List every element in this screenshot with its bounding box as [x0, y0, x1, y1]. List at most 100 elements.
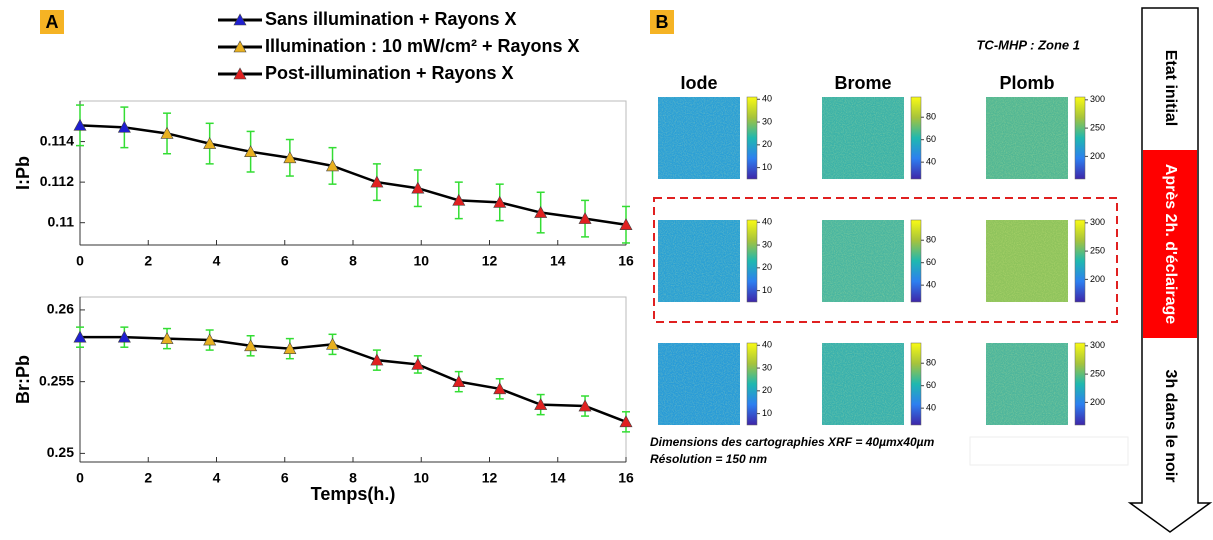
x-tick-label: 12 — [482, 470, 498, 486]
colorbar-tick-label: 20 — [762, 262, 772, 272]
y-axis-label: Br:Pb — [13, 355, 33, 404]
colorbar-tick-label: 10 — [762, 408, 772, 418]
column-title: Iode — [680, 73, 717, 93]
line — [79, 124, 125, 129]
colorbar — [1074, 342, 1086, 426]
marker — [326, 337, 340, 350]
zone-label: TC-MHP : Zone 1 — [976, 37, 1080, 52]
marker — [578, 399, 592, 412]
x-tick-label: 8 — [349, 470, 357, 486]
y-tick-label: 0.26 — [47, 301, 74, 317]
map-noise — [658, 97, 740, 179]
marker — [411, 181, 425, 194]
colorbar-tick-label: 10 — [762, 285, 772, 295]
marker — [578, 212, 592, 224]
colorbar-tick-label: 80 — [926, 112, 936, 122]
colorbar-tick-label: 30 — [762, 362, 772, 372]
legend-label: Post-illumination + Rayons X — [265, 63, 514, 83]
marker — [534, 205, 548, 218]
x-tick-label: 2 — [144, 470, 152, 486]
colorbar-tick-label: 80 — [926, 358, 936, 368]
colorbar-tick-label: 250 — [1090, 245, 1105, 255]
colorbar-tick-label: 300 — [1090, 340, 1105, 350]
marker — [493, 195, 507, 208]
marker — [452, 193, 466, 206]
colorbar-tick-label: 40 — [762, 217, 772, 227]
map-noise — [986, 220, 1068, 302]
marker — [370, 175, 384, 188]
colorbar — [1074, 96, 1086, 180]
colorbar-tick-label: 20 — [762, 139, 772, 149]
legend-marker — [233, 40, 247, 53]
colorbar-tick-label: 30 — [762, 239, 772, 249]
series-connector — [124, 126, 168, 135]
y-tick-label: 0.114 — [40, 132, 74, 148]
marker — [411, 357, 425, 370]
y-tick-label: 0.255 — [39, 372, 74, 388]
map-noise — [822, 343, 904, 425]
legend-marker — [233, 13, 247, 26]
colorbar-tick-label: 40 — [762, 340, 772, 350]
x-tick-label: 16 — [618, 253, 634, 269]
marker — [283, 151, 297, 164]
x-tick-label: 14 — [550, 253, 566, 269]
colorbar — [746, 342, 758, 426]
colorbar — [746, 96, 758, 180]
marker — [203, 136, 217, 149]
legend-label: Sans illumination + Rayons X — [265, 9, 517, 29]
map-noise — [822, 97, 904, 179]
colorbar-tick-label: 300 — [1090, 94, 1105, 104]
x-tick-label: 0 — [76, 253, 84, 269]
plot-frame — [79, 296, 627, 463]
x-tick-label: 10 — [413, 253, 429, 269]
colorbar-tick-label: 300 — [1090, 217, 1105, 227]
x-tick-label: 2 — [144, 253, 152, 269]
marker — [117, 330, 131, 343]
colorbar — [910, 96, 922, 180]
panel-label: A — [46, 12, 59, 32]
colorbar-tick-label: 30 — [762, 116, 772, 126]
marker — [160, 331, 174, 344]
column-title: Plomb — [999, 73, 1054, 93]
colorbar-tick-label: 60 — [926, 380, 936, 390]
x-tick-label: 16 — [618, 470, 634, 486]
x-tick-label: 0 — [76, 470, 84, 486]
marker — [283, 342, 297, 354]
column-title: Brome — [834, 73, 891, 93]
marker — [326, 159, 340, 172]
colorbar-tick-label: 20 — [762, 385, 772, 395]
map-noise — [986, 97, 1068, 179]
series-connector — [124, 335, 168, 340]
colorbar-tick-label: 40 — [926, 280, 936, 290]
map-noise — [986, 343, 1068, 425]
legend-label: Illumination : 10 mW/cm² + Rayons X — [265, 36, 580, 56]
y-tick-label: 0.112 — [40, 173, 74, 189]
legend-marker — [233, 67, 247, 80]
empty-box — [969, 436, 1129, 466]
colorbar — [910, 342, 922, 426]
x-tick-label: 10 — [413, 470, 429, 486]
x-axis-label: Temps(h.) — [311, 484, 396, 504]
stage-label: Etat initial — [1162, 50, 1179, 126]
caption: Dimensions des cartographies XRF = 40µmx… — [650, 435, 935, 449]
marker — [619, 415, 633, 428]
colorbar-tick-label: 60 — [926, 134, 936, 144]
y-tick-label: 0.11 — [48, 213, 75, 229]
marker — [534, 397, 548, 410]
map-noise — [822, 220, 904, 302]
colorbar-tick-label: 200 — [1090, 274, 1105, 284]
colorbar-tick-label: 10 — [762, 162, 772, 172]
marker — [619, 218, 633, 231]
x-tick-label: 14 — [550, 470, 566, 486]
marker — [160, 126, 174, 139]
y-axis-label: I:Pb — [13, 156, 33, 190]
colorbar — [746, 219, 758, 303]
caption: Résolution = 150 nm — [650, 452, 767, 466]
marker — [203, 333, 217, 346]
x-tick-label: 8 — [349, 253, 357, 269]
colorbar-tick-label: 60 — [926, 257, 936, 267]
x-tick-label: 6 — [281, 470, 289, 486]
colorbar-tick-label: 200 — [1090, 151, 1105, 161]
highlight-box — [653, 197, 1118, 323]
